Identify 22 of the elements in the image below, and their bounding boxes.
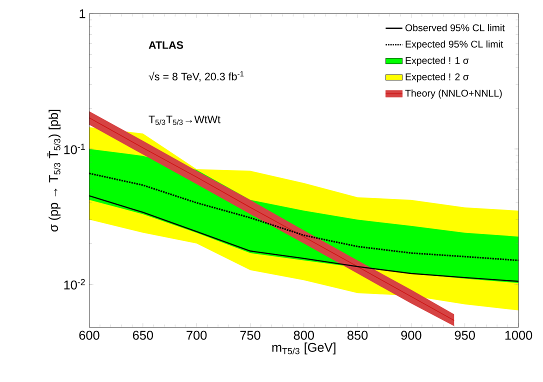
- x-tick-label: 800: [294, 330, 314, 340]
- annotation: ATLAS: [148, 41, 184, 49]
- legend-label: Expected ! 1 σ: [406, 56, 469, 66]
- y-tick-label: 10$^{-2}$: [64, 278, 85, 290]
- annotation: T$_{5/3}$T$_{5/3}$→WtWt: [148, 116, 220, 125]
- x-tick-label: 950: [454, 330, 475, 340]
- y-axis-title: σ (pp → T$_{5/3}$ T̄$_{5/3}$) [pb]: [47, 110, 60, 232]
- legend-label: Expected 95% CL limit: [406, 40, 504, 50]
- x-tick-label: 900: [401, 330, 422, 340]
- x-tick-label: 700: [186, 330, 207, 340]
- y-tick-label: 1: [80, 9, 86, 18]
- y-tick-label: 10$^{-1}$: [64, 144, 85, 154]
- x-tick-label: 750: [240, 330, 260, 340]
- legend-label: Observed 95% CL limit: [405, 24, 505, 32]
- annotation: √s = 8 TeV, 20.3 fb$^{-1}$: [148, 71, 244, 82]
- x-tick-label: 600: [79, 330, 100, 340]
- legend-label: Expected ! 2 σ: [406, 73, 469, 82]
- x-tick-label: 1000: [505, 330, 532, 340]
- x-tick-label: 850: [348, 330, 368, 340]
- x-axis-title: m$_{T5/3}$ [GeV]: [272, 342, 336, 354]
- legend-label: Theory (NNLO+NNLL): [405, 89, 502, 98]
- x-tick-label: 650: [132, 330, 154, 340]
